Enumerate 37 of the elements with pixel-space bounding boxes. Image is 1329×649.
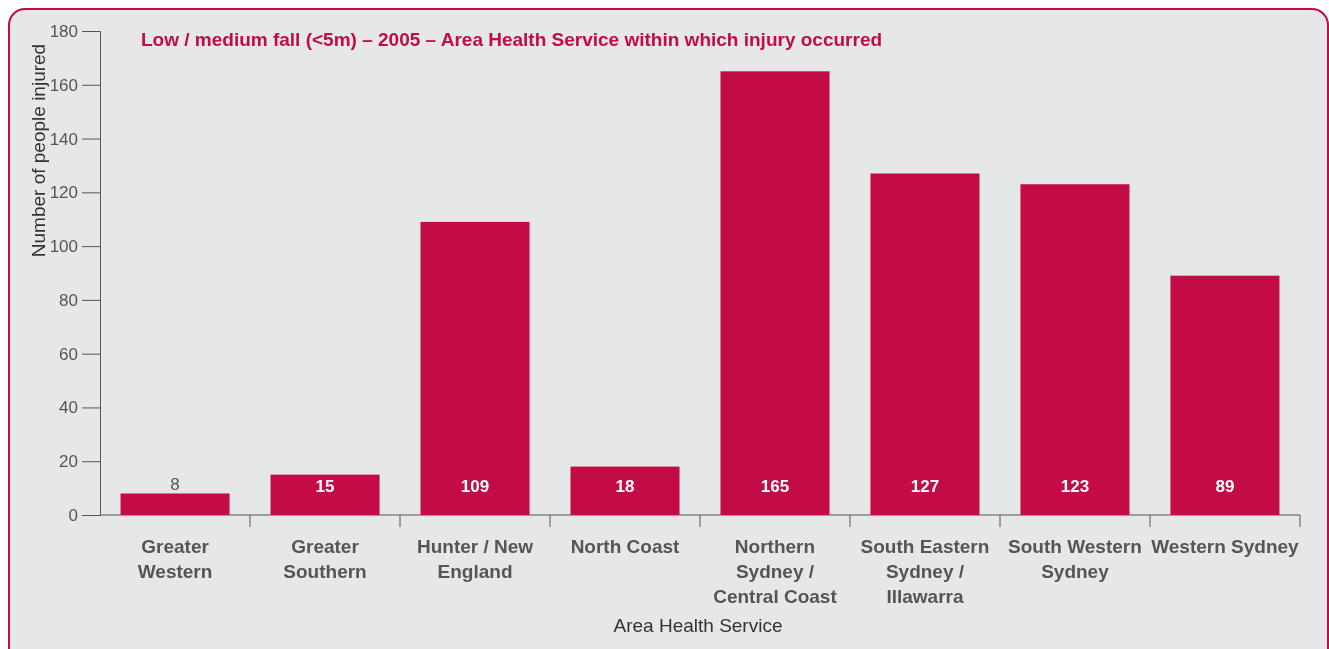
data-label: 15 [315,477,335,496]
y-axis-title: Number of people injured [28,43,49,258]
x-tick-label: Greater Southern [283,536,367,582]
data-label: 89 [1215,477,1235,496]
y-tick-label: 40 [59,398,78,418]
x-tick-label: Northern Sydney / Central Coast [713,536,838,607]
data-label: 123 [1060,477,1090,496]
data-label: 109 [460,477,490,496]
bar [420,221,530,515]
bar [120,493,230,515]
x-tick-label: South Eastern Sydney / Illawarra [860,536,990,607]
bar [270,474,380,515]
data-label: 165 [760,477,790,496]
x-axis-title: Area Health Service [613,615,783,636]
y-tick-label: 60 [59,344,78,364]
y-tick-label: 120 [49,183,78,203]
y-tick-label: 80 [59,290,78,310]
data-label: 127 [910,477,940,496]
y-tick-label: 100 [49,237,78,257]
x-tick-label: North Coast [570,536,681,557]
y-tick-label: 140 [49,129,78,149]
y-tick-label: 180 [49,21,78,41]
x-tick-label: Western Sydney [1151,536,1300,557]
bar [1020,184,1130,515]
chart-title: Low / medium fall (<5m) – 2005 – Area Health Service within which injury occurred [141,29,883,50]
bar [870,173,980,515]
bar [720,71,830,515]
bar [570,466,680,515]
x-tick-label: South Western Sydney [1008,536,1142,582]
bar [1170,275,1280,515]
y-tick-label: 20 [59,452,78,472]
data-label: 18 [615,477,635,496]
y-tick-label: 0 [68,505,78,525]
x-tick-label: Greater Western [137,536,213,582]
x-tick-label: Hunter / New England [416,536,534,582]
y-tick-label: 160 [49,75,78,95]
data-label: 8 [170,475,180,495]
